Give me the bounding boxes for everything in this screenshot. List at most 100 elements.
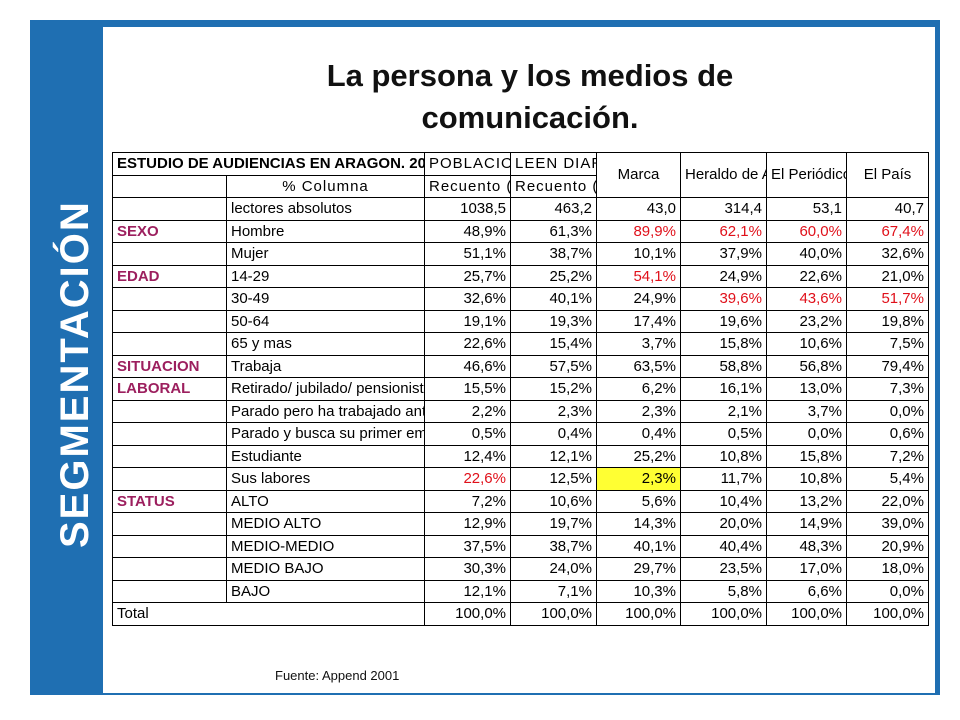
row-label: 30-49 [226,287,425,311]
value-cell: 51,7% [846,287,929,311]
value-cell: 25,2% [510,264,597,288]
header-poblacion: POBLACION [424,152,511,176]
value-cell: 58,8% [680,354,767,378]
table-row: lectores absolutos 1038,5 463,2 43,0 314,4 53… [112,197,929,221]
value-cell: 46,6% [424,354,511,378]
value-cell: 13,2% [766,489,847,513]
recuento-leen: Recuento (000) [510,174,597,198]
row-label: Parado y busca su primer empleo [226,422,425,446]
header-pais: El País [846,152,929,198]
row-label: Trabaja [226,354,425,378]
value-cell: 37,5% [424,534,511,558]
value-cell: 7,3% [846,377,929,401]
page-title: La persona y los medios de comunicación. [230,55,830,139]
category-cell [112,467,227,491]
row-label: 50-64 [226,309,425,333]
value-cell: 12,1% [510,444,597,468]
table-row: 30-49 32,6% 40,1% 24,9% 39,6% 43,6% 51,7% [112,287,929,311]
row-label: MEDIO-MEDIO [226,534,425,558]
table-row: EDAD 14-29 25,7% 25,2% 54,1% 24,9% 22,6% 21,0% [112,264,929,288]
value-cell: 60,0% [766,219,847,243]
category-cell [112,399,227,423]
value-cell: 40,0% [766,242,847,266]
value-cell: 23,5% [680,557,767,581]
total-row: Total 100,0% 100,0% 100,0% 100,0% 100,0% 100,0… [112,602,929,626]
value-cell: 5,6% [596,489,681,513]
value-cell: 5,8% [680,579,767,603]
category-cell: SEXO [112,219,227,243]
value-cell: 24,0% [510,557,597,581]
value-cell: 7,2% [424,489,511,513]
value-cell: 10,8% [766,467,847,491]
value-cell: 19,7% [510,512,597,536]
value-cell: 463,2 [510,197,597,221]
value-cell: 40,1% [596,534,681,558]
value-cell: 56,8% [766,354,847,378]
header-periodico: El Periódico de Aragón [766,152,847,198]
value-cell: 23,2% [766,309,847,333]
value-cell: 2,3% [596,399,681,423]
value-cell: 3,7% [596,332,681,356]
value-cell: 20,0% [680,512,767,536]
total-value-cell: 100,0% [510,602,597,626]
value-cell: 12,5% [510,467,597,491]
row-label: 14-29 [226,264,425,288]
category-cell [112,309,227,333]
value-cell: 2,3% [596,467,681,491]
value-cell: 39,0% [846,512,929,536]
total-value-cell: 100,0% [846,602,929,626]
value-cell: 19,3% [510,309,597,333]
table-row: Sus labores 22,6% 12,5% 2,3% 11,7% 10,8% 5,4% [112,467,929,491]
table-row: MEDIO-MEDIO 37,5% 38,7% 40,1% 40,4% 48,3% 20,9… [112,534,929,558]
value-cell: 10,3% [596,579,681,603]
value-cell: 40,1% [510,287,597,311]
title-line-1: La persona y los medios de [326,58,734,93]
value-cell: 14,9% [766,512,847,536]
table-row: SEXO Hombre 48,9% 61,3% 89,9% 62,1% 60,0% 67,4% [112,219,929,243]
category-cell [112,512,227,536]
row-label: Estudiante [226,444,425,468]
category-cell [112,422,227,446]
value-cell: 19,8% [846,309,929,333]
value-cell: 6,2% [596,377,681,401]
table-row: STATUS ALTO 7,2% 10,6% 5,6% 10,4% 13,2% 22,0% [112,489,929,513]
value-cell: 11,7% [680,467,767,491]
value-cell: 39,6% [680,287,767,311]
value-cell: 314,4 [680,197,767,221]
category-cell [112,332,227,356]
value-cell: 0,4% [510,422,597,446]
table-row: Mujer 51,1% 38,7% 10,1% 37,9% 40,0% 32,6% [112,242,929,266]
title-line-2: comunicación. [421,100,639,135]
table-row: LABORAL Retirado/ jubilado/ pensionista 15… [112,377,929,401]
table-row: Estudiante 12,4% 12,1% 25,2% 10,8% 15,8% 7,2% [112,444,929,468]
table-row: BAJO 12,1% 7,1% 10,3% 5,8% 6,6% 0,0% [112,579,929,603]
value-cell: 13,0% [766,377,847,401]
total-value-cell: 100,0% [424,602,511,626]
value-cell: 89,9% [596,219,681,243]
header-heraldo: Heraldo de Aragón [680,152,767,198]
value-cell: 10,1% [596,242,681,266]
value-cell: 18,0% [846,557,929,581]
value-cell: 0,0% [766,422,847,446]
value-cell: 32,6% [424,287,511,311]
value-cell: 40,4% [680,534,767,558]
value-cell: 25,7% [424,264,511,288]
table-row: MEDIO BAJO 30,3% 24,0% 29,7% 23,5% 17,0% 18,0% [112,557,929,581]
table-row: 65 y mas 22,6% 15,4% 3,7% 15,8% 10,6% 7,5% [112,332,929,356]
value-cell: 37,9% [680,242,767,266]
row-label: MEDIO ALTO [226,512,425,536]
value-cell: 5,4% [846,467,929,491]
value-cell: 1038,5 [424,197,511,221]
row-label: Mujer [226,242,425,266]
value-cell: 53,1 [766,197,847,221]
row-label: Parado pero ha trabajado antes [226,399,425,423]
side-label: SEGMENTACIÓN [53,200,97,548]
value-cell: 43,0 [596,197,681,221]
value-cell: 51,1% [424,242,511,266]
total-label: Total [112,602,425,626]
category-cell [112,287,227,311]
row-label: Sus labores [226,467,425,491]
value-cell: 48,9% [424,219,511,243]
value-cell: 12,4% [424,444,511,468]
value-cell: 10,6% [766,332,847,356]
